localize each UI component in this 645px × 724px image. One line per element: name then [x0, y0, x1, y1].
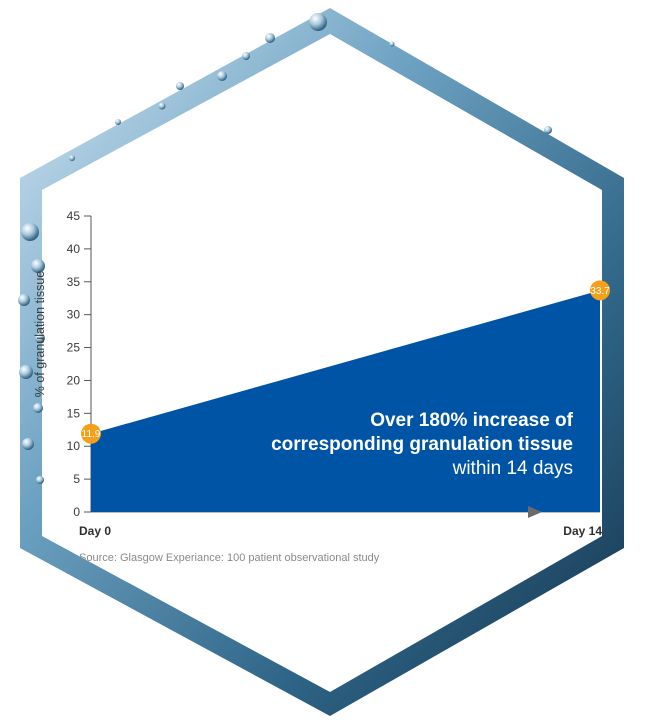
- y-tick-label: 20: [67, 373, 81, 387]
- hexagon-inner-panel: [42, 34, 602, 692]
- y-tick-label: 40: [67, 242, 81, 256]
- y-tick-label: 0: [73, 505, 80, 519]
- y-tick-label: 35: [67, 275, 81, 289]
- data-label-badges: 11.9 33.7: [81, 280, 610, 444]
- x-tick-label-day-0: Day 0: [79, 524, 111, 538]
- y-tick-label: 45: [67, 209, 81, 223]
- y-tick-label: 25: [67, 341, 81, 355]
- y-axis-ticks: 0 5 10 15 20 25 30 35 40 45: [67, 209, 91, 519]
- chart: 0 5 10 15 20 25 30 35 40 45 11.9 33.7 % of granula…: [33, 209, 610, 564]
- bubble-decoration: [18, 13, 552, 484]
- y-tick-label: 10: [67, 439, 81, 453]
- source-note: Source: Glasgow Experiance: 100 patient …: [79, 552, 380, 564]
- y-tick-label: 15: [67, 406, 81, 420]
- y-tick-label: 5: [73, 472, 80, 486]
- y-tick-label: 30: [67, 308, 81, 322]
- x-axis-arrow: [528, 506, 542, 518]
- data-label: 11.9: [82, 429, 101, 440]
- data-point-badge: [590, 280, 610, 301]
- data-point-badge: [81, 423, 101, 444]
- area-series: [91, 290, 600, 512]
- x-tick-label-day-14: Day 14: [563, 524, 602, 538]
- y-axis-title: % of granulation tissue: [33, 271, 47, 398]
- annotation-line-3: within 14 days: [452, 458, 573, 479]
- annotation-line-1: Over 180% increase of: [370, 410, 573, 431]
- annotation-line-2: corresponding granulation tissue: [271, 434, 573, 455]
- data-label: 33.7: [590, 286, 610, 297]
